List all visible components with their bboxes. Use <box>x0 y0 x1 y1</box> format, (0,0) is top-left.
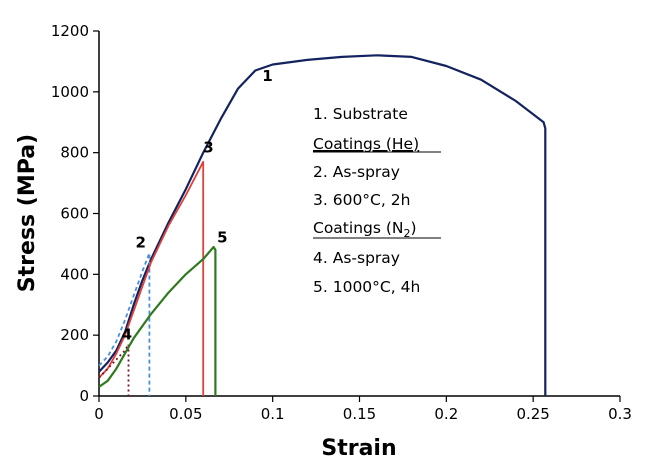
series-line-1 <box>98 54 547 396</box>
legend: 1. Substrate Coatings (He) 2. As-spray 3… <box>313 105 441 296</box>
legend-heading-n2-prefix: Coatings (N <box>313 219 404 237</box>
y-tick-label: 600 <box>60 205 89 223</box>
y-tick-label: 1200 <box>51 22 89 40</box>
x-tick-label: 0.15 <box>343 405 376 423</box>
x-axis-label: Strain <box>321 436 396 461</box>
legend-item-1000c-4h: 5. 1000°C, 4h <box>313 278 420 296</box>
y-tick-label: 400 <box>60 265 89 283</box>
curve-label-3: 3 <box>203 139 213 157</box>
y-tick-label: 200 <box>60 326 89 344</box>
legend-heading-he: Coatings (He) <box>313 135 419 153</box>
legend-heading-n2: Coatings (N2) <box>313 219 417 240</box>
y-ticks: 0 200 400 600 800 1000 1200 <box>51 22 99 405</box>
x-tick-label: 0.2 <box>434 405 458 423</box>
x-tick-label: 0 <box>94 405 104 423</box>
legend-item-600c-2h: 3. 600°C, 2h <box>313 191 410 209</box>
legend-heading-n2-suffix: ) <box>411 219 417 237</box>
y-tick-label: 800 <box>60 144 89 162</box>
x-ticks: 0 0.05 0.1 0.15 0.2 0.25 0.3 <box>94 396 632 423</box>
series-line-5 <box>98 245 217 396</box>
y-tick-label: 0 <box>79 387 89 405</box>
series-layer <box>98 54 547 396</box>
x-tick-label: 0.25 <box>516 405 549 423</box>
curve-label-5: 5 <box>217 228 227 246</box>
series-line-4 <box>98 343 130 396</box>
x-tick-label: 0.05 <box>169 405 202 423</box>
series-line-3 <box>98 160 205 396</box>
series-line-2 <box>98 252 151 396</box>
y-tick-label: 1000 <box>51 83 89 101</box>
x-tick-label: 0.3 <box>608 405 632 423</box>
legend-item-substrate: 1. Substrate <box>313 105 408 123</box>
curve-label-1: 1 <box>262 67 272 85</box>
curve-labels: 1 2 3 4 5 <box>122 67 273 344</box>
axes <box>98 31 620 397</box>
legend-item-as-spray-he: 2. As-spray <box>313 163 400 181</box>
y-axis-label: Stress (MPa) <box>15 134 40 292</box>
x-tick-label: 0.1 <box>261 405 285 423</box>
legend-item-as-spray-n2: 4. As-spray <box>313 249 400 267</box>
legend-heading-n2-subscript: 2 <box>404 227 411 240</box>
curve-label-4: 4 <box>122 326 132 344</box>
curve-label-2: 2 <box>135 234 145 252</box>
